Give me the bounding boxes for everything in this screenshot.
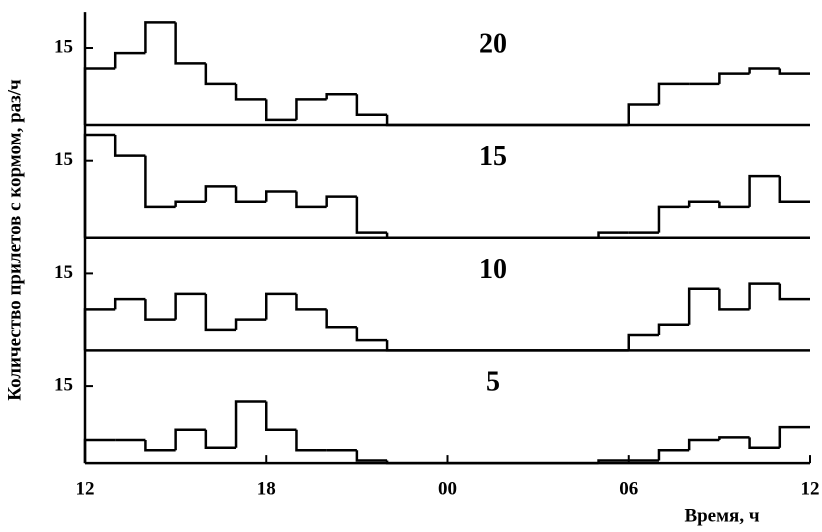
x-tick-label: 18: [257, 478, 276, 499]
histogram-step: [265, 292, 297, 320]
histogram-step: [778, 425, 810, 448]
x-tick-label: 12: [801, 478, 820, 499]
histogram-step: [295, 293, 327, 311]
histogram-step: [778, 176, 810, 204]
histogram-step: [83, 438, 116, 464]
histogram-step: [234, 400, 267, 448]
y-axis-label: Количество прилетов с кормом, раз/ч: [4, 79, 25, 401]
histogram-step: [355, 94, 388, 116]
histogram-step: [174, 22, 206, 65]
histogram-step: [657, 323, 690, 335]
histogram-step: [113, 51, 146, 69]
histogram-step: [204, 63, 237, 86]
histogram-step: [325, 92, 357, 100]
histogram-step: [234, 318, 267, 330]
histogram-step: [385, 114, 418, 127]
histogram-step: [144, 21, 176, 54]
histogram-step: [687, 200, 720, 207]
histogram-step: [627, 333, 659, 351]
histogram-step: [295, 429, 327, 452]
histogram-step: [657, 205, 690, 233]
histogram-step: [355, 327, 388, 342]
x-tick-label: 00: [438, 478, 457, 499]
histogram-step: [597, 459, 629, 464]
histogram-step: [325, 195, 357, 207]
histogram-step: [174, 428, 206, 451]
x-axis-label: Время, ч: [684, 505, 759, 526]
histogram-step: [295, 191, 327, 209]
histogram-step: [355, 196, 388, 234]
histogram-step: [325, 309, 357, 329]
y-tick-label: 15: [54, 374, 73, 395]
histogram-step: [234, 186, 267, 204]
histogram-step: [778, 68, 810, 75]
histogram-step: [144, 299, 176, 321]
panel-title: 15: [479, 141, 507, 172]
histogram-step: [687, 287, 720, 325]
histogram-step: [718, 288, 750, 311]
histogram-step: [778, 283, 810, 301]
histogram-step: [265, 99, 297, 122]
histogram-step: [174, 200, 206, 207]
histogram-step: [657, 82, 690, 105]
histogram-step: [748, 282, 780, 310]
histogram-step: [204, 185, 237, 202]
histogram-step: [718, 72, 750, 84]
panel-title: 5: [486, 367, 500, 398]
histogram-step: [83, 308, 116, 351]
panel-title: 10: [479, 254, 507, 285]
histogram-step: [748, 67, 780, 74]
histogram-step: [657, 449, 690, 461]
histogram-step: [83, 133, 116, 238]
y-tick-label: 15: [54, 36, 73, 57]
histogram-step: [687, 438, 720, 451]
histogram-step: [748, 437, 780, 449]
histogram-step: [113, 135, 146, 157]
y-tick-label: 15: [54, 149, 73, 170]
histogram-step: [718, 201, 750, 209]
histogram-step: [144, 155, 176, 209]
histogram-step: [385, 232, 418, 239]
x-tick-label: 12: [76, 478, 95, 499]
histogram-step: [265, 401, 297, 431]
histogram-step: [355, 450, 388, 462]
histogram-step: [718, 436, 750, 440]
histogram-step: [113, 297, 146, 310]
histogram-step: [174, 292, 206, 320]
histogram-step: [748, 174, 780, 207]
histogram-step: [204, 293, 237, 332]
histogram-step: [204, 429, 237, 449]
panel-title: 20: [479, 28, 507, 59]
histogram-step: [295, 98, 327, 120]
histogram-step: [385, 340, 418, 352]
histogram-step: [83, 67, 116, 125]
histogram-step: [627, 103, 659, 125]
y-tick-label: 15: [54, 262, 73, 283]
x-tick-label: 06: [619, 478, 638, 499]
histogram-step: [234, 83, 267, 101]
histogram-step: [597, 231, 629, 238]
histogram-step: [144, 440, 176, 452]
histogram-step: [385, 460, 418, 465]
histogram-step: [265, 190, 297, 202]
